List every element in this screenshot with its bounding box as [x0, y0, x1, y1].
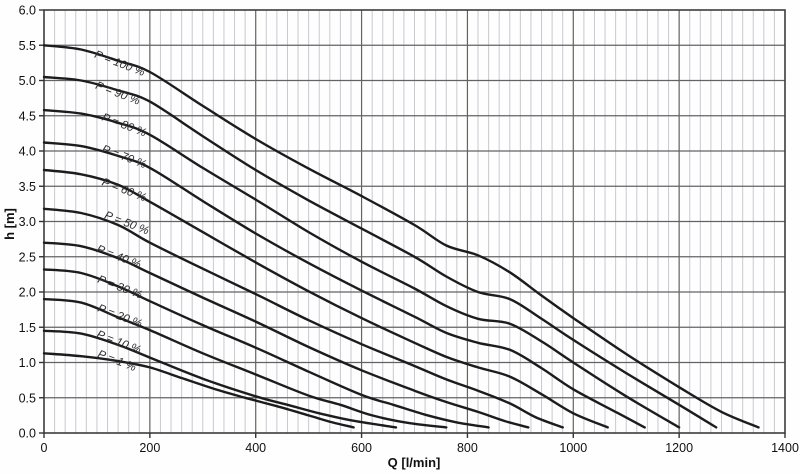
tick-layer: 0 200 400 600 800 1000 1200 1400 0.0 0.5 1.0 1.5 2.0… — [19, 4, 799, 456]
x-tick-label: 600 — [351, 441, 372, 455]
pump-curve — [42, 108, 681, 429]
pump-curve — [42, 168, 609, 429]
y-tick-label: 4.5 — [19, 109, 36, 123]
grid-layer — [43, 9, 786, 434]
x-tick-label: 200 — [139, 441, 160, 455]
x-tick-label: 1400 — [771, 441, 799, 455]
x-axis-title: Q [l/min] — [388, 455, 441, 470]
curve-layer — [42, 44, 760, 429]
y-tick-label: 4.0 — [19, 145, 36, 159]
y-tick-label: 6.0 — [19, 4, 36, 18]
pump-curve — [42, 268, 490, 429]
x-tick-label: 0 — [41, 441, 48, 455]
y-tick-label: 2.5 — [19, 250, 36, 264]
y-tick-label: 3.5 — [19, 180, 36, 194]
y-tick-label: 2.0 — [19, 286, 36, 300]
pump-curve — [42, 141, 646, 429]
y-tick-label: 5.5 — [19, 39, 36, 53]
x-tick-label: 1000 — [559, 441, 587, 455]
x-tick-label: 1200 — [665, 441, 693, 455]
x-tick-label: 400 — [245, 441, 266, 455]
pump-curve — [42, 352, 355, 429]
pump-curve — [42, 297, 448, 429]
y-tick-label: 0.5 — [19, 391, 36, 405]
pump-curve — [42, 207, 564, 429]
y-tick-label: 0.0 — [19, 427, 36, 441]
x-tick-label: 800 — [457, 441, 478, 455]
pump-curve — [42, 241, 530, 429]
y-axis-title: h [m] — [2, 208, 17, 240]
y-tick-label: 1.0 — [19, 356, 36, 370]
pump-curve — [42, 44, 760, 429]
y-tick-label: 1.5 — [19, 321, 36, 335]
pump-curve — [42, 75, 718, 429]
y-tick-label: 5.0 — [19, 74, 36, 88]
pump-curve — [42, 329, 398, 429]
y-tick-label: 3.0 — [19, 215, 36, 229]
